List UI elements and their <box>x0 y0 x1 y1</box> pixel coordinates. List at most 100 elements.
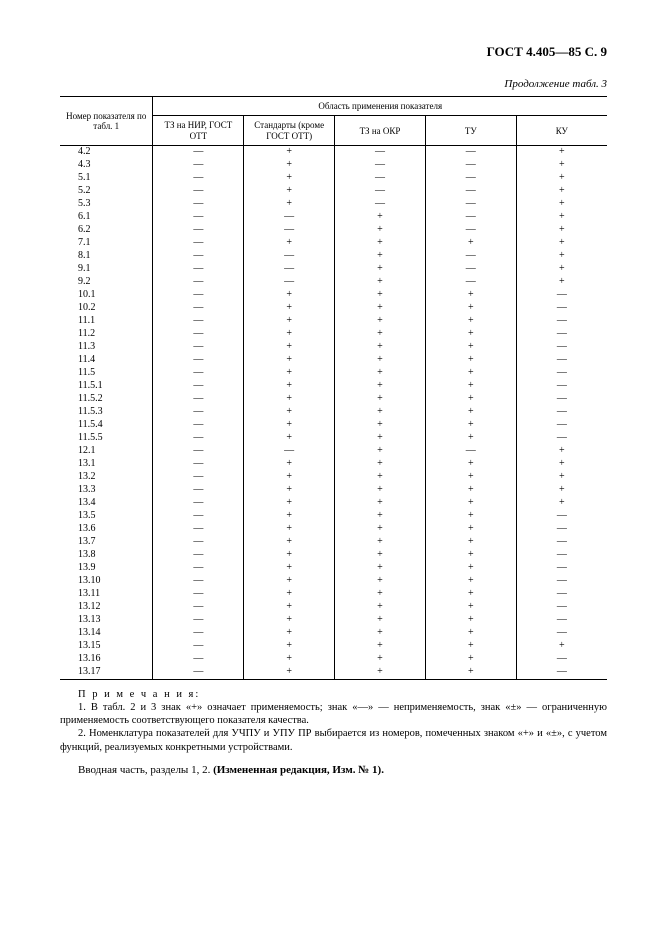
table-row: 11.5—+++— <box>60 367 607 380</box>
cell: + <box>425 328 516 341</box>
cell: + <box>335 588 426 601</box>
row-label: 13.3 <box>60 484 153 497</box>
table-row: 6.1——+—+ <box>60 211 607 224</box>
table-row: 13.15—++++ <box>60 640 607 653</box>
cell: — <box>516 380 607 393</box>
indicators-table: Номер показателя по табл. 1 Область прим… <box>60 96 607 680</box>
table-row: 13.10—+++— <box>60 575 607 588</box>
table-row: 4.2—+——+ <box>60 146 607 160</box>
cell: — <box>425 250 516 263</box>
cell: + <box>516 250 607 263</box>
cell: — <box>153 263 244 276</box>
cell: + <box>244 666 335 680</box>
row-label: 7.1 <box>60 237 153 250</box>
cell: — <box>153 367 244 380</box>
row-label: 9.1 <box>60 263 153 276</box>
row-label: 13.11 <box>60 588 153 601</box>
cell: + <box>335 614 426 627</box>
col-head-group: Область применения показателя <box>153 97 607 116</box>
cell: — <box>516 575 607 588</box>
cell: + <box>335 510 426 523</box>
cell: — <box>153 146 244 160</box>
cell: — <box>153 419 244 432</box>
cell: + <box>335 406 426 419</box>
col-head-row: Номер показателя по табл. 1 <box>60 97 153 146</box>
cell: + <box>335 211 426 224</box>
cell: + <box>516 172 607 185</box>
cell: — <box>153 198 244 211</box>
row-label: 9.2 <box>60 276 153 289</box>
cell: + <box>425 406 516 419</box>
row-label: 13.15 <box>60 640 153 653</box>
cell: + <box>335 237 426 250</box>
row-label: 13.9 <box>60 562 153 575</box>
cell: + <box>244 575 335 588</box>
cell: + <box>244 237 335 250</box>
table-row: 11.5.2—+++— <box>60 393 607 406</box>
cell: + <box>425 653 516 666</box>
cell: + <box>425 380 516 393</box>
cell: + <box>244 614 335 627</box>
cell: — <box>425 198 516 211</box>
cell: — <box>516 419 607 432</box>
cell: + <box>516 640 607 653</box>
cell: + <box>335 549 426 562</box>
cell: + <box>425 536 516 549</box>
row-label: 13.1 <box>60 458 153 471</box>
cell: — <box>425 211 516 224</box>
cell: — <box>516 614 607 627</box>
cell: + <box>335 640 426 653</box>
table-row: 11.5.5—+++— <box>60 432 607 445</box>
cell: + <box>516 458 607 471</box>
row-label: 12.1 <box>60 445 153 458</box>
cell: — <box>335 198 426 211</box>
cell: + <box>244 354 335 367</box>
cell: + <box>335 445 426 458</box>
col-head-1: ТЗ на НИР, ГОСТ ОТТ <box>153 116 244 146</box>
cell: — <box>425 263 516 276</box>
cell: — <box>516 354 607 367</box>
row-label: 11.2 <box>60 328 153 341</box>
row-label: 6.1 <box>60 211 153 224</box>
cell: + <box>244 471 335 484</box>
table-row: 13.14—+++— <box>60 627 607 640</box>
cell: + <box>425 588 516 601</box>
cell: + <box>516 445 607 458</box>
final-prefix: Вводная часть, разделы 1, 2. <box>78 764 213 776</box>
cell: + <box>244 549 335 562</box>
cell: — <box>425 146 516 160</box>
table-row: 5.2—+——+ <box>60 185 607 198</box>
cell: — <box>516 328 607 341</box>
cell: — <box>153 432 244 445</box>
cell: — <box>153 185 244 198</box>
row-label: 4.3 <box>60 159 153 172</box>
table-row: 10.1—+++— <box>60 289 607 302</box>
cell: — <box>516 432 607 445</box>
row-label: 8.1 <box>60 250 153 263</box>
cell: + <box>244 198 335 211</box>
row-label: 13.10 <box>60 575 153 588</box>
cell: + <box>244 458 335 471</box>
cell: + <box>244 419 335 432</box>
cell: — <box>516 315 607 328</box>
cell: + <box>425 302 516 315</box>
row-label: 13.7 <box>60 536 153 549</box>
table-row: 11.5.4—+++— <box>60 419 607 432</box>
table-row: 13.12—+++— <box>60 601 607 614</box>
cell: — <box>244 445 335 458</box>
cell: — <box>335 159 426 172</box>
cell: — <box>153 341 244 354</box>
cell: + <box>335 367 426 380</box>
cell: — <box>425 159 516 172</box>
cell: — <box>516 536 607 549</box>
row-label: 13.2 <box>60 471 153 484</box>
cell: + <box>244 185 335 198</box>
cell: — <box>153 302 244 315</box>
cell: + <box>335 653 426 666</box>
table-row: 13.3—++++ <box>60 484 607 497</box>
cell: + <box>425 289 516 302</box>
table-row: 13.17—+++— <box>60 666 607 680</box>
cell: + <box>425 666 516 680</box>
cell: + <box>244 510 335 523</box>
cell: — <box>244 224 335 237</box>
